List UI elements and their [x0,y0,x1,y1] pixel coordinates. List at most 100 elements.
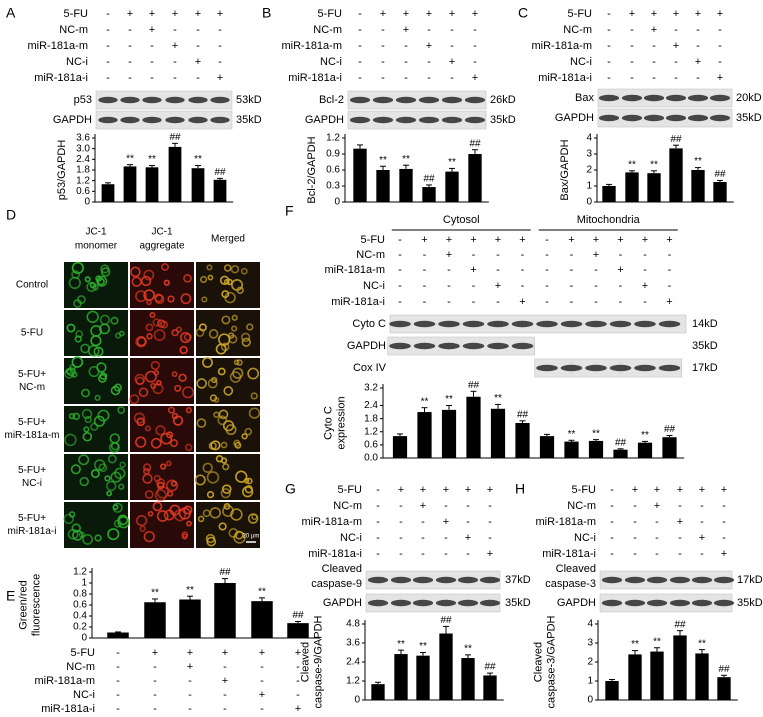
blot-label: Bax [575,92,594,104]
y-tick-label: 1.2 [326,133,340,144]
blot-strip [95,90,233,110]
treatment-label: miR-181a-i [41,703,95,715]
cell [149,312,156,319]
blot-band [585,364,607,372]
treatment-sign: - [128,72,132,84]
treatment-sign: - [619,280,623,292]
treatment-sign: - [296,661,300,673]
blot-size: 35kD [505,597,531,609]
treatment-sign: + [666,296,672,308]
treatment-sign: + [295,647,301,659]
blot-band [643,114,665,122]
cell [171,412,179,420]
cell [117,406,126,414]
cell [231,278,244,291]
significance-mark: ## [469,138,481,149]
blot-band [713,599,735,607]
treatment-sign: - [678,548,682,560]
treatment-sign: - [674,56,678,68]
treatment-sign: - [188,703,192,715]
cell [143,467,150,475]
blot-band [601,599,623,607]
y-axis-label: Bcl-2/GAPDH [306,136,318,203]
blot-band [624,599,646,607]
treatment-label: NC-i [320,56,342,68]
treatment-sign: + [654,484,660,496]
treatment-sign: - [473,24,477,36]
cell [196,378,207,389]
treatment-sign: - [173,56,177,68]
cell [244,427,253,436]
cell [213,397,220,403]
row-label: miR-181a-i [8,526,57,537]
cell [152,318,161,327]
blot-band [98,96,118,104]
y-tick-label: 0.4 [73,611,87,622]
blot-band [367,576,389,584]
blot-band [367,599,389,607]
treatment-label: miR-181a-i [542,548,596,560]
bar [392,436,408,458]
treatment-sign: - [421,532,425,544]
cell [156,478,166,488]
cell [140,275,152,287]
cell [175,326,183,333]
treatment-label: miR-181a-m [535,516,596,528]
treatment-sign: - [444,548,448,560]
treatment-sign: + [421,234,427,246]
bar [371,684,385,700]
significance-mark: ## [670,134,682,145]
cell [114,332,122,339]
treatment-sign: + [470,264,476,276]
treatment-sign: + [172,40,178,52]
bar [376,170,390,202]
treatment-sign: - [376,548,380,560]
treatment-sign: - [496,264,500,276]
blot-strip [347,110,487,130]
treatment-sign: - [496,249,500,261]
cell [88,366,100,378]
treatment-sign: + [519,234,525,246]
cell [246,323,254,331]
treatment-sign: - [223,689,227,701]
blot-band [665,114,687,122]
treatment-sign: - [106,8,110,20]
row-label: Control [16,280,48,291]
treatment-sign: + [195,8,201,20]
bar [145,167,159,202]
cell [138,387,149,398]
treatment-sign: - [610,532,614,544]
treatment-sign: + [666,234,672,246]
blot-band [560,364,583,372]
treatment-sign: + [593,234,599,246]
cell [112,504,119,511]
blot-label: GAPDH [555,112,594,124]
treatment-sign: - [150,40,154,52]
cell [84,276,91,283]
cell [119,461,126,468]
treatment-sign: - [472,249,476,261]
significance-mark: ** [421,396,429,407]
cell [71,523,81,533]
treatment-sign: + [487,484,493,496]
treatment-label: NC-i [66,56,88,68]
cell [64,433,77,447]
blot-band [389,320,411,328]
treatment-sign: - [358,24,362,36]
treatment-sign: - [399,548,403,560]
treatment-sign: + [443,484,449,496]
y-tick-label: 1.2 [73,567,87,578]
cell [154,294,165,305]
significance-mark: ## [214,167,226,178]
treatment-sign: - [423,280,427,292]
cell [70,464,81,475]
blot-band [609,320,632,328]
micrograph [196,358,260,404]
row-label: 5-FU+ [18,417,46,428]
blot-band [511,320,534,328]
blot-band [598,114,620,122]
treatment-sign: - [447,296,451,308]
micrograph [130,454,194,500]
treatment-sign: - [488,500,492,512]
treatment-sign: - [399,516,403,528]
